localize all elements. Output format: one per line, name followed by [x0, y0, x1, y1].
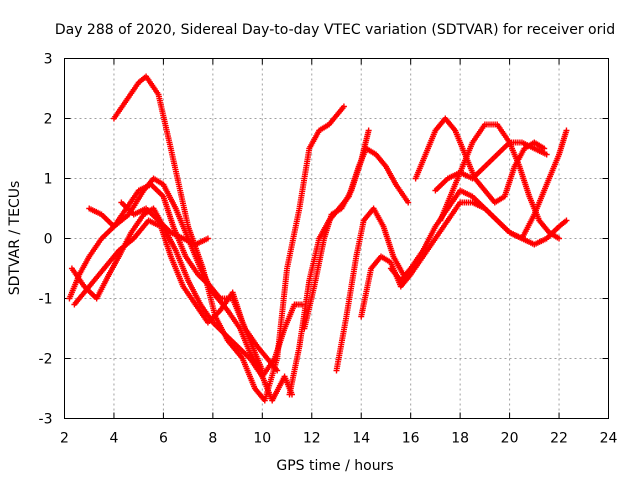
data-series [110, 73, 347, 404]
data-point [541, 145, 548, 152]
data-point [563, 127, 570, 134]
x-tick-label: 22 [550, 431, 568, 447]
y-tick-label: 3 [44, 52, 53, 68]
plot-frame [64, 58, 609, 419]
data-point [204, 235, 211, 242]
x-axis-label: GPS time / hours [276, 458, 393, 474]
x-tick-label: 20 [501, 431, 519, 447]
data-series [71, 217, 266, 374]
x-tick-label: 18 [451, 431, 469, 447]
data-point [543, 151, 550, 158]
x-tick-label: 24 [600, 431, 618, 447]
data-series [333, 205, 407, 374]
data-point [365, 127, 372, 134]
x-tick-label: 2 [60, 431, 69, 447]
chart-title: Day 288 of 2020, Sidereal Day-to-day VTE… [55, 22, 615, 38]
data-point [563, 217, 570, 224]
y-tick-label: 0 [44, 232, 53, 248]
x-tick-label: 16 [402, 431, 420, 447]
data-series [432, 139, 550, 194]
data-point [405, 199, 412, 206]
y-tick-label: 1 [44, 172, 53, 188]
data-point [274, 367, 281, 374]
data-point [259, 367, 266, 374]
x-tick-label: 4 [109, 431, 118, 447]
data-series [301, 127, 372, 332]
data-point [340, 103, 347, 110]
data-series [118, 199, 211, 248]
y-axis-label: SDTVAR / TECUs [7, 181, 23, 296]
x-tick-label: 8 [208, 431, 217, 447]
x-tick-label: 14 [352, 431, 370, 447]
x-tick-label: 10 [253, 431, 271, 447]
x-tick-label: 12 [303, 431, 321, 447]
y-tick-label: -3 [39, 412, 53, 428]
y-tick-label: -2 [39, 352, 53, 368]
y-tick-label: -1 [39, 292, 53, 308]
data-point [556, 235, 563, 242]
data-series [437, 121, 563, 242]
y-tick-label: 2 [44, 112, 53, 128]
x-tick-label: 6 [159, 431, 168, 447]
data-layer [66, 73, 570, 404]
